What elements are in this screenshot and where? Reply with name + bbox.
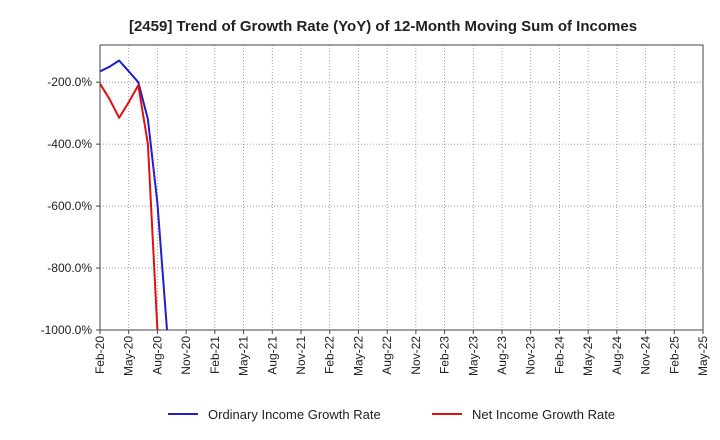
axes: -200.0%-400.0%-600.0%-800.0%-1000.0%Feb-… xyxy=(41,44,710,376)
series-lines xyxy=(100,59,168,330)
net-income-growth-rateline xyxy=(100,83,159,330)
x-tick-label: May-25 xyxy=(696,336,710,376)
x-tick-label: Feb-25 xyxy=(667,336,681,374)
legend: Ordinary Income Growth Rate Net Income Gr… xyxy=(168,407,615,422)
x-tick-label: Nov-24 xyxy=(639,336,653,375)
x-tick-label: May-20 xyxy=(122,336,136,376)
y-tick-label: -1000.0% xyxy=(41,323,93,337)
x-tick-label: May-24 xyxy=(581,336,595,376)
x-tick-label: Aug-21 xyxy=(265,336,279,375)
x-tick-label: Feb-21 xyxy=(208,336,222,374)
x-tick-label: May-22 xyxy=(351,336,365,376)
x-tick-label: Aug-24 xyxy=(610,336,624,375)
x-tick-label: Aug-20 xyxy=(150,336,164,375)
x-tick-label: Aug-23 xyxy=(495,336,509,375)
ordinary-income-growth-rateline xyxy=(100,59,168,330)
y-tick-label: -800.0% xyxy=(47,261,92,275)
x-tick-label: Feb-24 xyxy=(552,336,566,374)
grid xyxy=(99,45,704,331)
plot-frame xyxy=(99,44,704,331)
x-tick-label: May-23 xyxy=(466,336,480,376)
x-tick-label: Feb-23 xyxy=(438,336,452,374)
x-tick-label: Feb-20 xyxy=(93,336,107,374)
legend-label: Ordinary Income Growth Rate xyxy=(208,407,381,422)
x-tick-label: May-21 xyxy=(237,336,251,376)
x-tick-label: Aug-22 xyxy=(380,336,394,375)
x-tick-label: Feb-22 xyxy=(323,336,337,374)
chart-title: [2459] Trend of Growth Rate (YoY) of 12-… xyxy=(129,18,637,35)
y-tick-label: -600.0% xyxy=(47,199,92,213)
x-tick-label: Nov-20 xyxy=(179,336,193,375)
y-tick-label: -400.0% xyxy=(47,137,92,151)
x-tick-label: Nov-21 xyxy=(294,336,308,375)
x-tick-label: Nov-23 xyxy=(524,336,538,375)
y-tick-label: -200.0% xyxy=(47,75,92,89)
legend-label: Net Income Growth Rate xyxy=(472,407,615,422)
x-tick-label: Nov-22 xyxy=(409,336,423,375)
